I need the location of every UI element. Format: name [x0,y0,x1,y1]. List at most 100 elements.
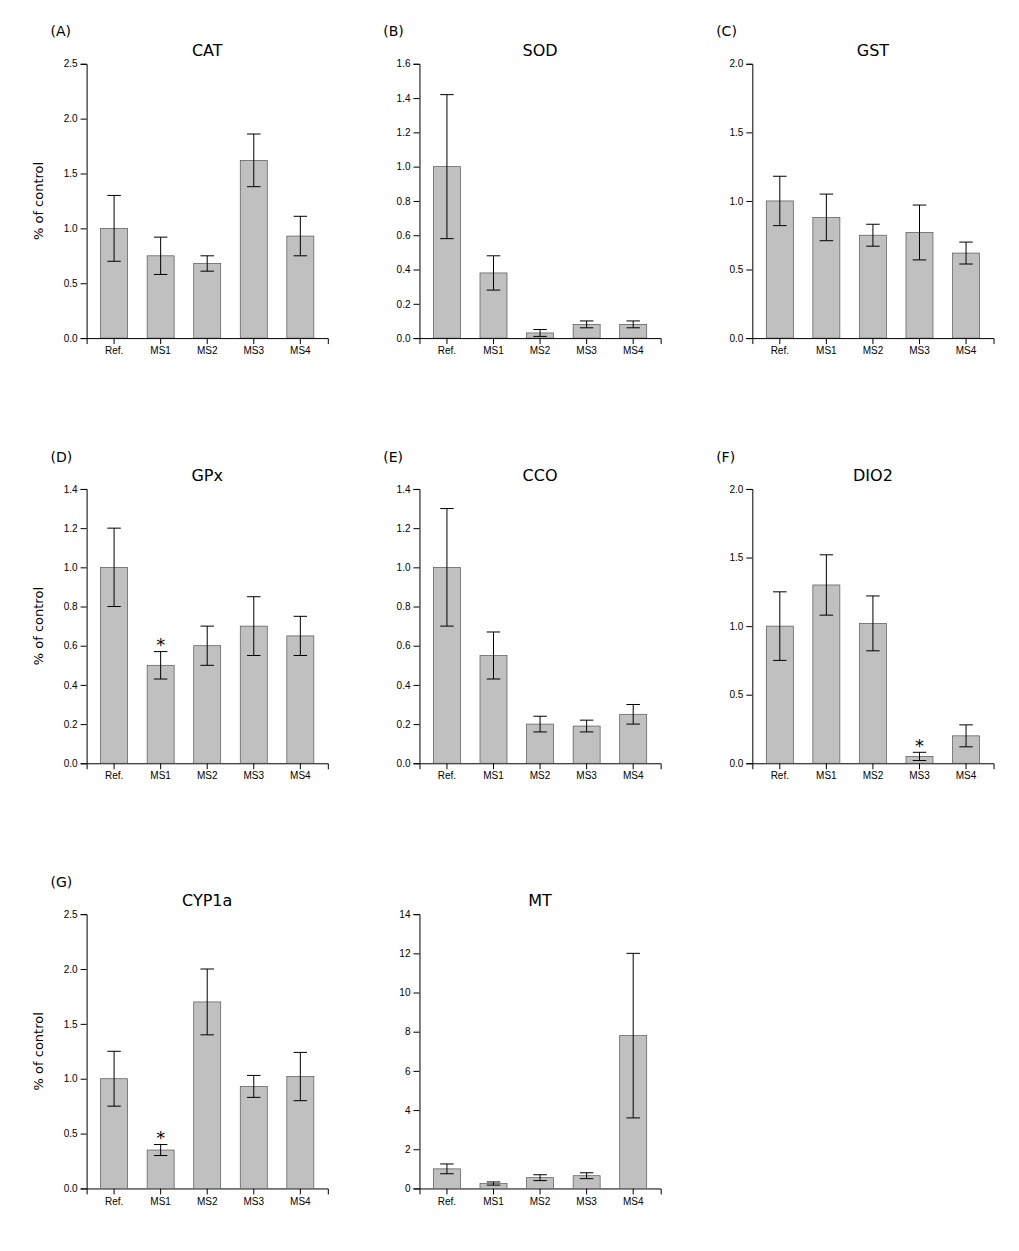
axis-domain [87,339,328,345]
y-tick-label: 2 [405,1144,411,1155]
x-tick-mark [207,338,208,344]
x-tick-label: MS2 [197,770,218,781]
x-tick: MS1 [150,338,171,356]
y-tick: 1.2 [397,127,420,138]
error-bar-cap [154,679,168,680]
panel-label: (E) [383,449,403,465]
x-tick: MS3 [576,1188,597,1206]
error-bar-line [300,616,301,655]
y-tick-mark [81,724,87,725]
y-tick-mark [81,338,87,339]
error-bar-cap [773,176,787,177]
panel-title: CAT [192,41,223,60]
y-tick: 0.5 [64,278,87,289]
y-tick: 1.0 [729,621,752,632]
y-tick-mark [81,914,87,915]
y-tick-mark [746,64,752,65]
panel-title: MT [528,891,552,910]
error-bar-cap [440,94,454,95]
y-tick-label: 1.4 [64,484,78,495]
y-tick-label: 12 [399,948,411,959]
y-tick-mark [413,685,419,686]
y-tick-label: 1.0 [729,621,743,632]
y-tick: 0.0 [64,333,87,344]
y-tick: 6 [405,1066,420,1077]
y-tick-mark [81,1134,87,1135]
error-bar [773,592,787,661]
panel: 02468101214Ref.MS1MS2MS3MS4MT [399,891,661,1206]
axis-domain [753,764,994,770]
y-tick-label: 0.2 [64,719,78,730]
x-axis: Ref.MS1MS2MS3MS4 [753,338,994,356]
x-tick-mark [633,338,634,344]
error-bar-cap [773,660,787,661]
y-tick-label: 1.2 [64,523,78,534]
error-bar-cap [580,327,594,328]
error-bar-cap [959,724,973,725]
error-bar-line [779,176,780,225]
x-tick: Ref. [438,1188,456,1206]
y-tick: 0.8 [397,196,420,207]
x-tick-label: Ref. [105,770,123,781]
x-tick: MS2 [197,338,218,356]
x-tick: Ref. [105,1188,123,1206]
bar [194,263,221,338]
y-tick-mark [413,64,419,65]
y-tick-label: 1.0 [64,223,78,234]
y-tick: 0.0 [729,333,752,344]
y-tick-label: 0 [405,1183,411,1194]
error-bar-cap [487,255,501,256]
axis-domain [81,915,88,1189]
bar [240,160,267,338]
x-tick-mark [633,763,634,769]
y-tick: 1.2 [64,523,87,534]
error-bar [533,716,547,732]
error-bar [913,205,927,260]
x-tick-mark [493,338,494,344]
x-tick: MS2 [530,1188,551,1206]
y-tick: 0.0 [64,1183,87,1194]
error-bar [866,596,880,651]
error-bar [773,176,787,225]
y-tick-mark [413,1188,419,1189]
error-bar-cap [626,704,640,705]
x-tick: MS1 [483,763,504,781]
y-tick-label: 0.8 [64,601,78,612]
error-bar [154,237,168,274]
x-tick: MS4 [623,1188,644,1206]
error-bar [487,256,501,290]
x-tick-mark [872,338,873,344]
y-tick-mark [413,132,419,133]
x-tick-mark [493,763,494,769]
panel-title: CYP1a [182,891,232,910]
y-tick: 0.4 [64,680,87,691]
y-tick-label: 0.5 [64,278,78,289]
x-tick: MS4 [290,338,311,356]
error-bar-line [633,704,634,724]
y-tick-mark [746,270,752,271]
error-bar-line [779,592,780,661]
x-tick-mark [160,1188,161,1194]
x-tick: MS1 [150,763,171,781]
error-bar [440,1164,454,1174]
y-tick: 0.6 [64,640,87,651]
bar [859,235,886,338]
error-bar-cap [200,665,214,666]
error-bar-cap [580,320,594,321]
axis-domain [420,339,661,345]
x-tick-label: MS2 [863,770,884,781]
x-tick: MS3 [243,1188,264,1206]
y-axis: 0.00.20.40.60.81.01.21.41.6 [397,58,420,343]
y-tick-mark [81,685,87,686]
error-bar [294,616,308,655]
y-tick-label: 1.0 [397,161,411,172]
error-bar-cap [913,205,927,206]
y-tick-mark [81,1188,87,1189]
y-tick: 1.4 [397,93,420,104]
y-tick-mark [81,763,87,764]
error-bar-cap [820,615,834,616]
error-bar-line [540,330,541,337]
y-tick-mark [413,993,419,994]
y-tick: 0.0 [397,333,420,344]
y-tick-mark [81,174,87,175]
